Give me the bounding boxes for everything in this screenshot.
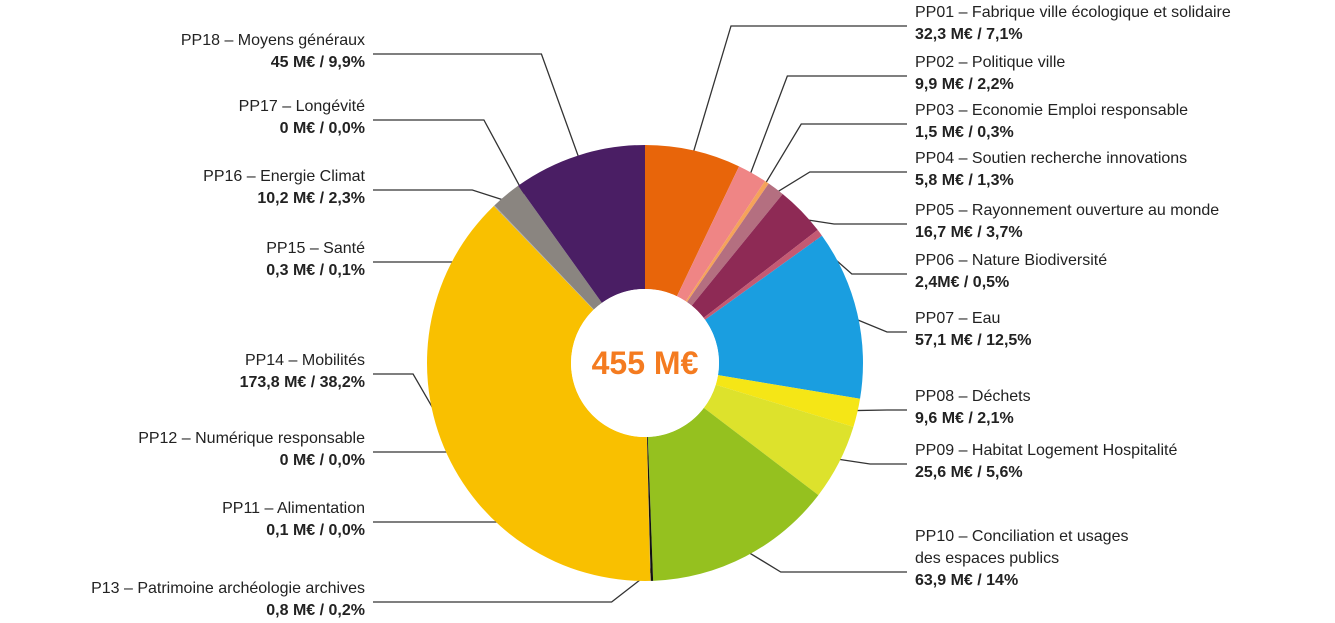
slice-label: PP03 – Economie Emploi responsable 1,5 M€…: [915, 100, 1188, 144]
slice-label: PP01 – Fabrique ville écologique et soli…: [915, 2, 1231, 46]
slice-label: PP12 – Numérique responsable 0 M€ / 0,0%: [138, 428, 365, 472]
slice: [676, 166, 765, 302]
value-label: 57,1 M€ / 12,5%: [915, 332, 1032, 349]
value-label: 9,6 M€ / 2,1%: [915, 410, 1014, 427]
category-name: PP10 – Conciliation et usages des espace…: [915, 528, 1129, 567]
category-name: P13 – Patrimoine archéologie archives: [91, 580, 365, 597]
value-label: 10,2 M€ / 2,3%: [257, 190, 365, 207]
slice-label: P13 – Patrimoine archéologie archives 0,8…: [91, 578, 365, 622]
leader-line: [373, 189, 513, 204]
slice: [686, 183, 783, 306]
value-label: 1,5 M€ / 0,3%: [915, 124, 1014, 141]
category-name: PP05 – Rayonnement ouverture au monde: [915, 202, 1220, 219]
category-name: PP07 – Eau: [915, 310, 1001, 327]
slice: [518, 145, 645, 303]
category-name: PP18 – Moyens généraux: [180, 32, 365, 49]
slice: [715, 375, 861, 427]
value-label: 0 M€ / 0,0%: [279, 452, 365, 469]
slice-label: PP04 – Soutien recherche innovations 5,8 …: [915, 148, 1187, 192]
leader-line: [373, 119, 525, 195]
leader-line: [829, 457, 907, 465]
category-name: PP06 – Nature Biodiversité: [915, 252, 1108, 269]
value-label: 0,1 M€ / 0,0%: [266, 522, 365, 539]
center-label: 455 M€: [592, 345, 699, 381]
slice-label: PP14 – Mobilités 173,8 M€ / 38,2%: [240, 350, 365, 394]
leader-line: [373, 53, 583, 166]
category-name: PP16 – Energie Climat: [203, 168, 365, 185]
slice-label: PP10 – Conciliation et usages des espace…: [915, 526, 1128, 592]
value-label: 2,4M€ / 0,5%: [915, 274, 1010, 291]
donut-hole: [571, 289, 719, 437]
category-name: PP17 – Longévité: [238, 98, 365, 115]
slice: [426, 205, 651, 581]
slice-label: PP06 – Nature Biodiversité 2,4M€ / 0,5%: [915, 250, 1107, 294]
slice: [493, 205, 594, 310]
slice: [494, 185, 602, 310]
slices: [426, 145, 863, 581]
slice: [646, 436, 654, 581]
value-label: 0 M€ / 0,0%: [279, 120, 365, 137]
value-label: 0,8 M€ / 0,2%: [266, 602, 365, 619]
category-name: PP11 – Alimentation: [222, 500, 365, 517]
category-name: PP02 – Politique ville: [915, 54, 1066, 71]
slice-label: PP17 – Longévité 0 M€ / 0,0%: [239, 96, 365, 140]
value-label: 45 M€ / 9,9%: [270, 54, 365, 71]
slice-label: PP02 – Politique ville 9,9 M€ / 2,2%: [915, 52, 1065, 96]
value-label: 32,3 M€ / 7,1%: [915, 26, 1023, 43]
slice-label: PP18 – Moyens généraux 45 M€ / 9,9%: [181, 30, 365, 74]
leader-line: [847, 315, 907, 333]
value-label: 63,9 M€ / 14%: [915, 572, 1019, 589]
leader-line: [740, 547, 907, 573]
slice: [703, 384, 854, 496]
slice-label: PP16 – Energie Climat 10,2 M€ / 2,3%: [203, 166, 365, 210]
slice: [646, 436, 651, 581]
slice: [705, 235, 863, 399]
leader-line: [760, 123, 907, 191]
slice: [703, 229, 822, 320]
slice-label: PP15 – Santé 0,3 M€ / 0,1%: [266, 238, 365, 282]
slice: [685, 180, 769, 303]
category-name: PP15 – Santé: [266, 240, 365, 257]
category-name: PP03 – Economie Emploi responsable: [915, 102, 1189, 119]
slice-label: PP09 – Habitat Logement Hospitalité 25,6 …: [915, 440, 1177, 484]
category-name: PP09 – Habitat Logement Hospitalité: [915, 442, 1178, 459]
value-label: 173,8 M€ / 38,2%: [239, 374, 365, 391]
slice: [647, 407, 819, 581]
leader-line: [373, 570, 653, 603]
category-name: PP04 – Soutien recherche innovations: [915, 150, 1188, 167]
category-name: PP08 – Déchets: [915, 388, 1031, 405]
leader-line: [690, 25, 907, 161]
value-label: 9,9 M€ / 2,2%: [915, 76, 1014, 93]
slice: [691, 193, 818, 318]
leader-line: [769, 171, 907, 198]
value-label: 5,8 M€ / 1,3%: [915, 172, 1014, 189]
slice-label: PP07 – Eau 57,1 M€ / 12,5%: [915, 308, 1032, 352]
value-label: 16,7 M€ / 3,7%: [915, 224, 1023, 241]
slice: [645, 145, 740, 297]
slice-label: PP08 – Déchets 9,6 M€ / 2,1%: [915, 386, 1031, 430]
value-label: 25,6 M€ / 5,6%: [915, 464, 1023, 481]
category-name: PP01 – Fabrique ville écologique et soli…: [915, 4, 1231, 21]
slice-label: PP05 – Rayonnement ouverture au monde 16,…: [915, 200, 1219, 244]
category-name: PP12 – Numérique responsable: [138, 430, 365, 447]
leader-line: [746, 75, 907, 183]
category-name: PP14 – Mobilités: [244, 352, 365, 369]
value-label: 0,3 M€ / 0,1%: [266, 262, 365, 279]
slice-label: PP11 – Alimentation 0,1 M€ / 0,0%: [222, 498, 365, 542]
leader-line: [847, 409, 907, 412]
